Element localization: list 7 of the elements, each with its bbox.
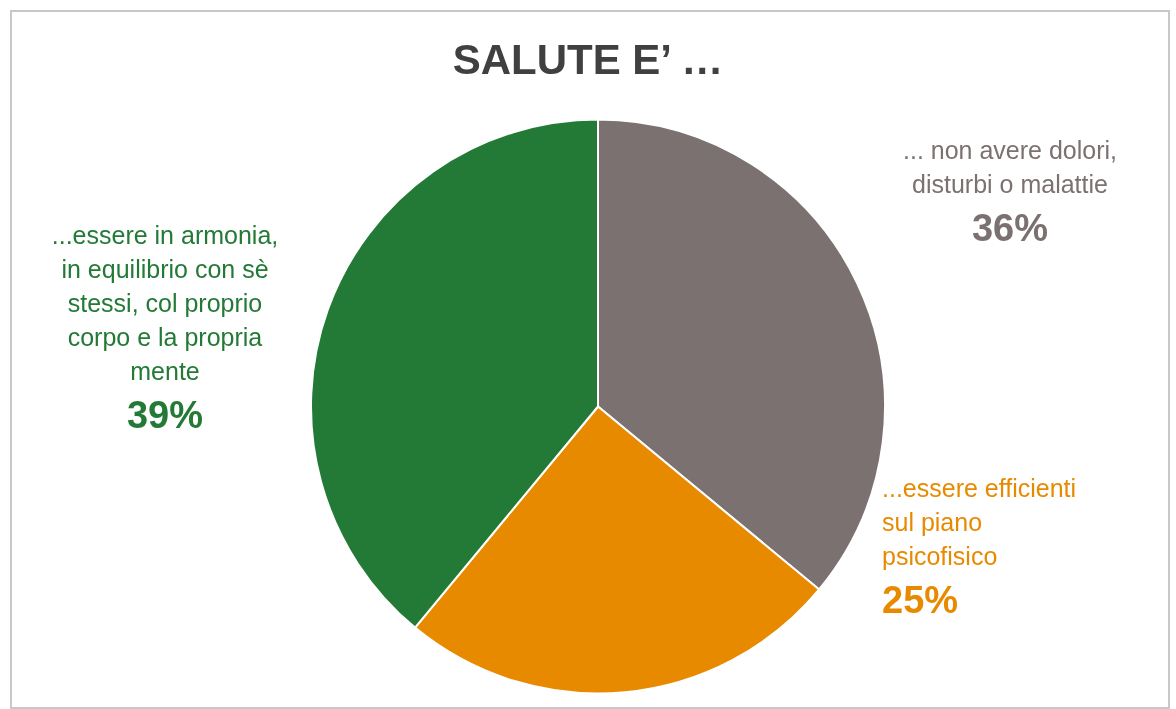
data-label: 25% — [882, 579, 959, 622]
chart-title: SALUTE E’ … — [451, 36, 725, 84]
slice-label: ... non avere dolori, disturbi o malattie — [902, 136, 1118, 199]
data-label: 36% — [971, 207, 1049, 250]
slice-label: ...essere efficienti sul piano psicofisico — [882, 474, 1077, 571]
slice-label: ...essere in armonia, in equilibrio con sè stessi, col proprio corpo e la propria mente — [51, 221, 279, 386]
data-label: 39% — [126, 394, 204, 437]
